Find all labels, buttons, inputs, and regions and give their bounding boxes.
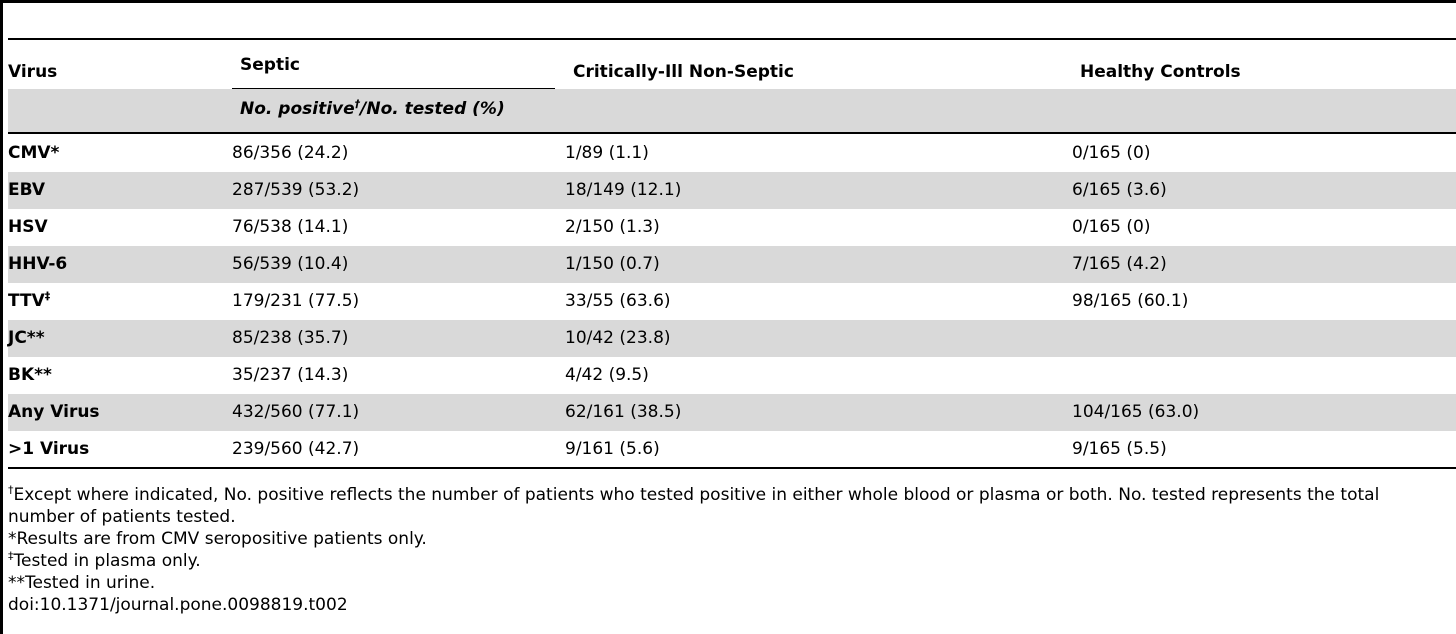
cell-septic: 86/356 (24.2): [232, 143, 349, 163]
cell-virus: Any Virus: [8, 401, 100, 423]
cell-critically-ill: 1/89 (1.1): [565, 143, 649, 163]
cell-septic: 85/238 (35.7): [232, 328, 349, 348]
footnote-dagger-mark: †: [8, 483, 14, 497]
footnote-ddagger: ‡Tested in plasma only.: [8, 550, 1444, 572]
cell-virus: HSV: [8, 216, 48, 238]
cell-healthy: 0/165 (0): [1072, 143, 1151, 163]
footnote-cmv: *Results are from CMV seropositive patie…: [8, 529, 427, 549]
virus-name: HHV-6: [8, 254, 68, 274]
subheader-prefix: No. positive: [240, 99, 355, 119]
table-top-rule: [8, 38, 1456, 40]
left-border: [0, 0, 3, 634]
col-header-critically-ill: Critically-Ill Non-Septic: [573, 62, 794, 82]
virus-name: JC**: [8, 328, 45, 348]
virus-name: >1 Virus: [8, 439, 90, 459]
cell-septic: 76/538 (14.1): [232, 217, 349, 237]
virus-name: EBV: [8, 180, 46, 200]
cell-critically-ill: 4/42 (9.5): [565, 365, 649, 385]
row-band: [8, 394, 1456, 431]
dagger-mark: †: [354, 97, 361, 111]
row-band: [8, 320, 1456, 357]
cell-healthy: 6/165 (3.6): [1072, 180, 1167, 200]
subheader-label: No. positive†/No. tested (%): [240, 98, 505, 120]
footnote-ddagger-mark: ‡: [8, 549, 14, 563]
cell-septic: 35/237 (14.3): [232, 365, 349, 385]
virus-name: HSV: [8, 217, 48, 237]
row-band: [8, 246, 1456, 283]
subheader-suffix: /No. tested (%): [360, 99, 505, 119]
cell-septic: 239/560 (42.7): [232, 439, 360, 459]
footnote-dagger-text: Except where indicated, No. positive ref…: [8, 485, 1380, 527]
cell-septic: 56/539 (10.4): [232, 254, 349, 274]
cell-healthy: 7/165 (4.2): [1072, 254, 1167, 274]
cell-critically-ill: 33/55 (63.6): [565, 291, 671, 311]
virus-name: BK**: [8, 365, 52, 385]
cell-virus: HHV-6: [8, 253, 67, 275]
cell-virus: BK**: [8, 364, 52, 386]
footnotes: †Except where indicated, No. positive re…: [8, 484, 1444, 616]
col-header-septic: Septic: [240, 55, 300, 75]
septic-header-underline: [232, 88, 555, 89]
cell-critically-ill: 1/150 (0.7): [565, 254, 660, 274]
cell-virus: CMV*: [8, 142, 59, 164]
cell-virus: >1 Virus: [8, 438, 89, 460]
cell-critically-ill: 10/42 (23.8): [565, 328, 671, 348]
col-header-healthy: Healthy Controls: [1080, 62, 1241, 82]
cell-virus: TTV‡: [8, 290, 50, 312]
row-band: [8, 172, 1456, 209]
cell-healthy: 98/165 (60.1): [1072, 291, 1189, 311]
doi: doi:10.1371/journal.pone.0098819.t002: [8, 595, 348, 615]
virus-name: TTV: [8, 291, 45, 311]
virus-mark: ‡: [44, 289, 51, 303]
top-border: [0, 0, 1456, 3]
cell-septic: 179/231 (77.5): [232, 291, 360, 311]
virus-name: CMV*: [8, 143, 60, 163]
header-bottom-rule: [8, 132, 1456, 134]
cell-critically-ill: 9/161 (5.6): [565, 439, 660, 459]
cell-virus: JC**: [8, 327, 45, 349]
cell-critically-ill: 62/161 (38.5): [565, 402, 682, 422]
col-header-virus: Virus: [8, 62, 58, 82]
cell-healthy: 104/165 (63.0): [1072, 402, 1200, 422]
footnote-dagger: †Except where indicated, No. positive re…: [8, 484, 1444, 528]
cell-healthy: 9/165 (5.5): [1072, 439, 1167, 459]
footnote-ddagger-text: Tested in plasma only.: [13, 551, 201, 571]
cell-critically-ill: 2/150 (1.3): [565, 217, 660, 237]
cell-healthy: 0/165 (0): [1072, 217, 1151, 237]
virus-name: Any Virus: [8, 402, 100, 422]
cell-septic: 287/539 (53.2): [232, 180, 360, 200]
subheader-band: [8, 89, 1456, 132]
table-bottom-rule: [8, 467, 1456, 469]
footnote-urine: **Tested in urine.: [8, 573, 156, 593]
cell-septic: 432/560 (77.1): [232, 402, 360, 422]
cell-virus: EBV: [8, 179, 45, 201]
cell-critically-ill: 18/149 (12.1): [565, 180, 682, 200]
